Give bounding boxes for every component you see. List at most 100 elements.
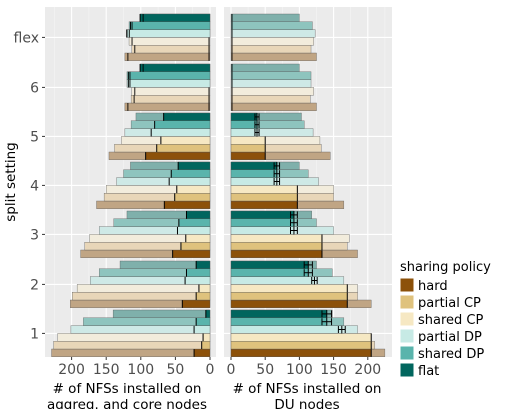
right-core-hard-5 (230, 151, 266, 160)
left-core-flat-5 (163, 112, 211, 121)
right-core-hard-3 (230, 249, 323, 258)
left-core-partial-CP-1 (201, 341, 211, 350)
left-x-tick-label: 150 (93, 362, 120, 378)
legend-swatch (399, 277, 415, 293)
right-core-shared-DP-2 (230, 268, 309, 277)
left-core-partial-DP-2 (184, 276, 211, 285)
left-core-partial-CP-5 (156, 144, 211, 153)
left-bar-shared-CP-2 (76, 284, 211, 293)
left-core-shared-DP-2 (186, 268, 211, 277)
left-bar-shared-CP-1 (57, 333, 211, 342)
left-core-shared-DP-4 (171, 169, 211, 178)
left-core-flat-4 (177, 161, 211, 170)
left-core-shared-CP-1 (202, 333, 211, 342)
right-x-tick-label: 150 (320, 362, 347, 378)
y-tick-label: 6 (30, 80, 39, 96)
left-bar-shared-CP-6 (131, 87, 211, 96)
right-core-flat-5 (230, 112, 258, 121)
right-core-shared-CP-1 (230, 333, 372, 342)
left-core-flat-2 (195, 260, 211, 269)
right-bar-partial-DP-flex (230, 29, 316, 38)
legend-swatch (399, 362, 415, 378)
right-core-partial-CP-4 (230, 193, 298, 202)
right-core-shared-CP-5 (230, 136, 266, 145)
legend-label: partial CP (418, 296, 481, 311)
y-tick-label: 2 (30, 277, 39, 293)
left-core-shared-CP-4 (176, 185, 211, 194)
left-bar-partial-DP-1 (70, 325, 211, 334)
left-core-shared-CP-3 (185, 234, 211, 243)
legend-swatch (399, 345, 415, 361)
right-core-flat-3 (230, 210, 295, 219)
left-bar-shared-CP-flex (128, 37, 211, 46)
right-core-hard-1 (230, 348, 372, 357)
left-bar-shared-DP-1 (83, 317, 211, 326)
right-core-shared-CP-3 (230, 234, 323, 243)
left-x-tick-label: 200 (58, 362, 85, 378)
left-core-flat-flex (139, 13, 211, 22)
right-core-partial-CP-3 (230, 242, 323, 251)
legend-label: flat (418, 364, 439, 379)
legend-title: sharing policy (400, 260, 491, 275)
right-bar-partial-DP-6 (230, 79, 312, 88)
right-bar-shared-DP-6 (230, 71, 312, 80)
right-x-axis-title: DU nodes (274, 397, 339, 409)
right-bar-partial-CP-flex (230, 45, 312, 54)
left-core-partial-DP-1 (193, 325, 211, 334)
right-core-shared-DP-1 (230, 317, 327, 326)
left-core-partial-DP-flex (126, 29, 211, 38)
right-bar-partial-CP-6 (230, 95, 311, 104)
left-x-tick-label: 50 (166, 362, 184, 378)
left-core-hard-3 (172, 249, 211, 258)
left-core-shared-DP-3 (178, 218, 211, 227)
left-core-shared-DP-6 (128, 71, 211, 80)
left-core-shared-CP-2 (198, 284, 211, 293)
left-bar-flat-1 (112, 309, 211, 318)
right-core-shared-DP-3 (230, 218, 295, 227)
y-tick-label: 3 (30, 227, 39, 243)
right-core-partial-CP-1 (230, 341, 372, 350)
legend-swatch (399, 311, 415, 327)
left-bar-hard-6 (124, 102, 211, 111)
right-x-tick-label: 50 (256, 362, 274, 378)
legend-label: partial DP (418, 330, 482, 345)
left-core-partial-DP-3 (177, 226, 211, 235)
right-core-partial-DP-2 (230, 276, 315, 285)
right-x-tick-label: 100 (286, 362, 313, 378)
left-core-partial-DP-5 (151, 128, 211, 137)
left-core-partial-DP-4 (168, 177, 211, 186)
legend-swatch (399, 294, 415, 310)
y-tick-label: flex (14, 30, 39, 46)
right-x-axis-title: # of NFSs installed on (233, 381, 382, 397)
left-x-tick-label: 100 (127, 362, 154, 378)
left-core-partial-DP-6 (128, 79, 211, 88)
right-bar-shared-CP-6 (230, 87, 314, 96)
y-tick-label: 5 (30, 129, 39, 145)
right-core-flat-1 (230, 309, 327, 318)
right-bar-flat-flex (230, 13, 300, 22)
right-bar-shared-CP-flex (230, 37, 314, 46)
left-core-hard-2 (182, 299, 211, 308)
left-bar-partial-CP-flex (131, 45, 211, 54)
left-core-partial-CP-4 (174, 193, 211, 202)
right-core-partial-DP-1 (230, 325, 342, 334)
right-bar-shared-DP-flex (230, 21, 313, 30)
right-core-flat-4 (230, 161, 278, 170)
left-core-flat-1 (205, 309, 211, 318)
left-x-tick-label: 0 (206, 362, 215, 378)
right-core-flat-2 (230, 260, 309, 269)
right-core-partial-CP-2 (230, 292, 348, 301)
left-bar-hard-flex (124, 52, 211, 61)
legend-label: shared DP (418, 347, 484, 362)
right-core-shared-DP-5 (230, 120, 258, 129)
right-core-shared-CP-2 (230, 284, 348, 293)
y-tick-label: 4 (30, 178, 39, 194)
right-bar-hard-flex (230, 52, 317, 61)
left-bar-partial-CP-2 (72, 292, 211, 301)
left-core-shared-DP-1 (195, 317, 211, 326)
left-core-hard-5 (145, 151, 211, 160)
right-core-hard-4 (230, 200, 298, 209)
left-core-hard-1 (193, 348, 211, 357)
right-x-tick-label: 0 (227, 362, 236, 378)
